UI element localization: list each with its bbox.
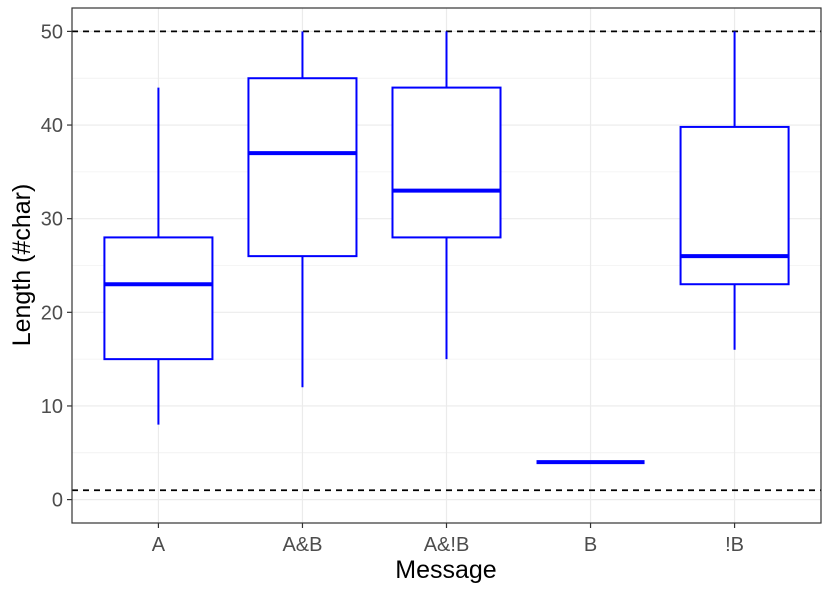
box-A&!B xyxy=(391,31,502,360)
x-tick-label: A xyxy=(152,534,166,556)
box-iqr xyxy=(103,236,214,361)
y-tick-label: 30 xyxy=(41,209,63,231)
box-!B xyxy=(679,31,790,350)
box-iqr xyxy=(679,125,790,286)
box-iqr xyxy=(247,77,358,258)
y-tick-label: 50 xyxy=(41,21,63,43)
y-axis-title: Length (#char) xyxy=(8,184,36,347)
y-tick-label: 40 xyxy=(41,115,63,137)
x-tick-label: !B xyxy=(725,534,744,556)
x-tick-label: A&B xyxy=(282,534,322,556)
x-axis-title: Message xyxy=(395,556,496,584)
box-iqr xyxy=(391,86,502,239)
axis-ticks: 0 10 20 30 40 50 A A&B A&!B B !B xyxy=(41,21,744,556)
x-tick-label: B xyxy=(584,534,597,556)
box-series xyxy=(103,31,790,465)
y-tick-label: 0 xyxy=(52,490,63,512)
box-A xyxy=(103,87,214,425)
y-tick-label: 10 xyxy=(41,396,63,418)
y-tick-label: 20 xyxy=(41,302,63,324)
box-A&B xyxy=(247,31,358,388)
x-tick-label: A&!B xyxy=(424,534,470,556)
